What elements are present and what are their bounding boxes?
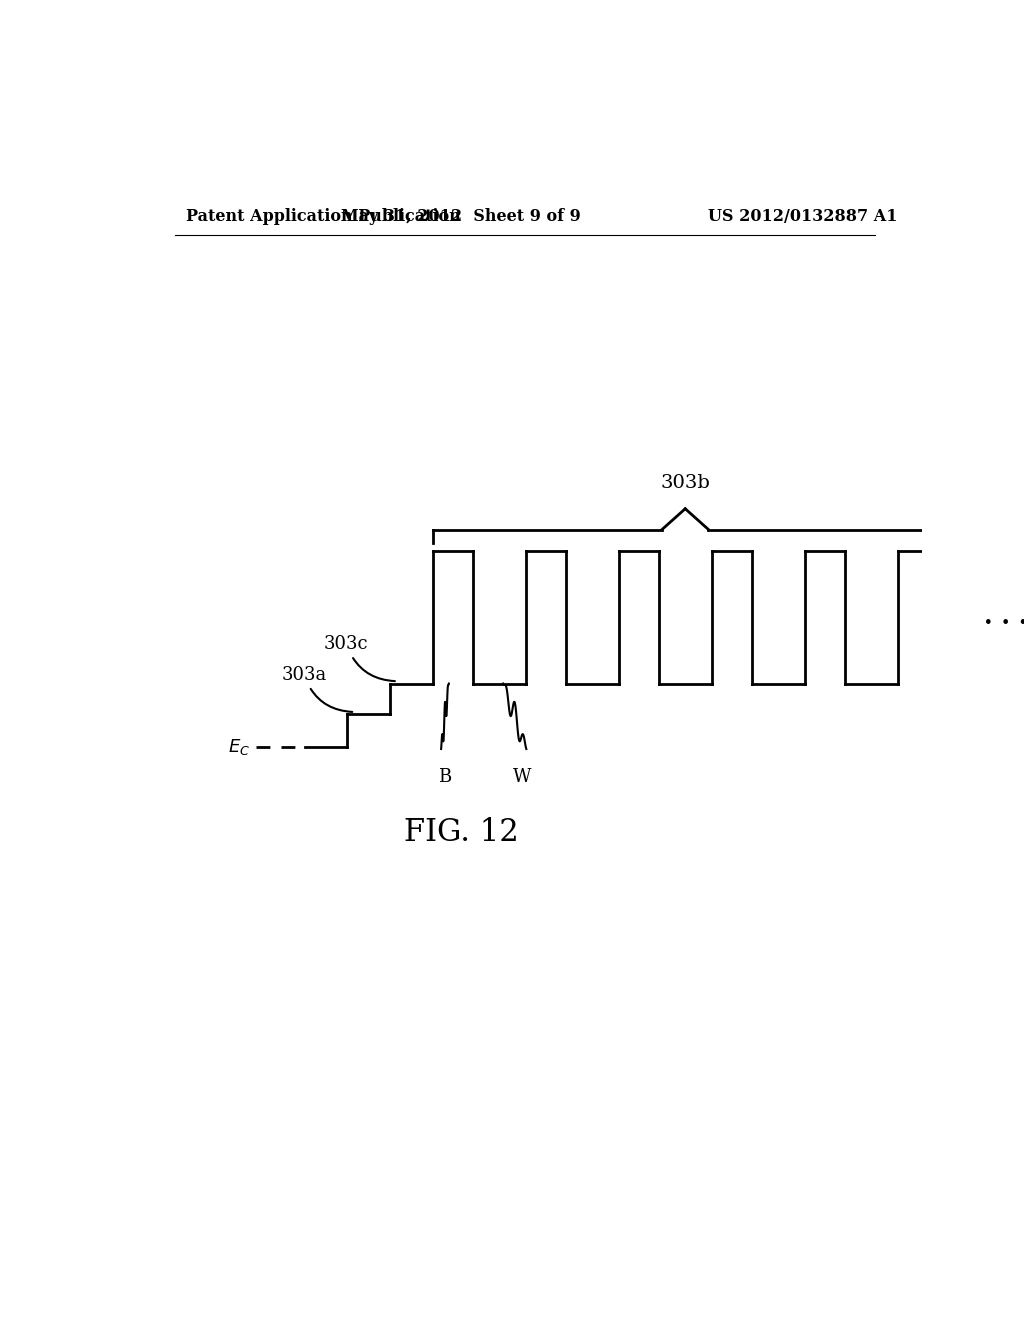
Text: 303a: 303a (282, 665, 352, 711)
Text: $E_C$: $E_C$ (227, 738, 250, 758)
Text: May 31, 2012  Sheet 9 of 9: May 31, 2012 Sheet 9 of 9 (341, 207, 582, 224)
Text: . . .: . . . (984, 606, 1024, 630)
Text: US 2012/0132887 A1: US 2012/0132887 A1 (708, 207, 897, 224)
Text: FIG. 12: FIG. 12 (403, 817, 518, 847)
Text: B: B (438, 768, 452, 787)
Text: 303b: 303b (660, 474, 711, 492)
Text: W: W (513, 768, 531, 787)
Text: Patent Application Publication: Patent Application Publication (186, 207, 461, 224)
Text: 303c: 303c (324, 635, 395, 681)
